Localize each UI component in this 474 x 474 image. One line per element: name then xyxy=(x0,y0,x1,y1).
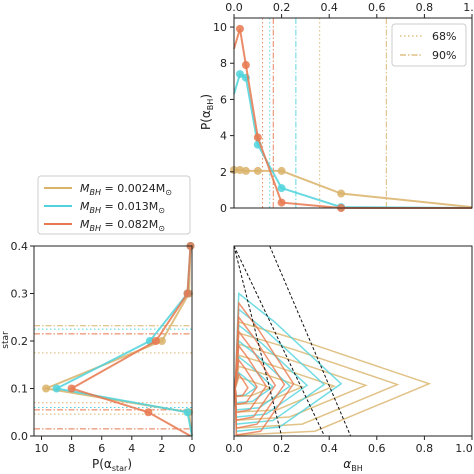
top-frame xyxy=(233,17,473,209)
bl-point-s3-1 xyxy=(183,289,192,298)
top-point-s1-5 xyxy=(337,189,346,198)
bl-xtick-label-3: 4 xyxy=(128,442,135,455)
bl-line-series-2 xyxy=(53,245,193,437)
bl-ytick-label-3: 0.3 xyxy=(11,288,29,301)
bl-xtick-label-1: 8 xyxy=(68,442,75,455)
panel-bottom-left: 10 8 6 4 2 0 0.0 0.1 0.2 0.3 0.4 P(αstar) star xyxy=(1,240,196,473)
top-xtick-label-2: 0.4 xyxy=(320,1,338,14)
top-point-s1-2 xyxy=(241,166,250,175)
mass-legend-box xyxy=(37,175,191,235)
mass-legend-label-2: MBH = 0.013M⊙ xyxy=(80,200,165,215)
bl-point-s1-3 xyxy=(42,384,51,393)
bl-xtick-label-2: 6 xyxy=(98,442,105,455)
top-xtick-label-5: 1.0 xyxy=(463,1,474,14)
top-point-s2-1 xyxy=(235,70,244,79)
bl-point-s2-4 xyxy=(183,408,192,417)
panel-top-right: 0.0 0.2 0.4 0.6 0.8 1.0 0 2 4 6 8 10 P(αBH) 68% 90… xyxy=(199,1,474,215)
br-xtick-label-1: 0.2 xyxy=(273,442,291,455)
top-ytick-label-4: 8 xyxy=(220,57,227,70)
top-ytick-label-0: 0 xyxy=(220,202,227,215)
top-xticks: 0.0 0.2 0.4 0.6 0.8 1.0 xyxy=(225,1,474,18)
ci-legend-90-label: 90% xyxy=(432,49,456,62)
bl-xtick-label-4: 2 xyxy=(158,442,165,455)
top-xtick-label-4: 0.8 xyxy=(416,1,434,14)
bl-ytick-label-2: 0.2 xyxy=(11,335,29,348)
top-point-s1-1 xyxy=(235,166,244,174)
mass-legend-label-3: MBH = 0.082M⊙ xyxy=(80,218,165,233)
bl-point-s3-3 xyxy=(67,384,76,393)
top-point-s3-3 xyxy=(253,133,262,142)
br-diagonals xyxy=(234,246,352,436)
br-xtick-label-3: 0.6 xyxy=(368,442,386,455)
bl-point-s3-2 xyxy=(151,337,160,345)
ci-legend-box xyxy=(391,23,467,67)
top-xtick-label-0: 0.0 xyxy=(225,1,243,14)
bl-ci-lines xyxy=(34,325,192,430)
bl-line-series-3 xyxy=(69,245,192,437)
bl-series xyxy=(42,242,195,437)
bl-point-s1-2 xyxy=(157,337,166,345)
bl-ytick-label-4: 0.4 xyxy=(11,240,29,253)
br-xtick-label-2: 0.4 xyxy=(320,442,338,455)
bl-point-s2-3 xyxy=(52,384,61,393)
ci-legend: 68% 90% xyxy=(391,23,467,67)
br-diagonal-0 xyxy=(234,246,283,436)
bl-xtick-label-5: 0 xyxy=(189,442,196,455)
top-point-s1-4 xyxy=(277,166,286,175)
mass-legend: MBH = 0.0024M⊙ MBH = 0.013M⊙ MBH = 0.082… xyxy=(37,175,191,235)
bl-point-s3-4 xyxy=(144,408,153,417)
br-diagonal-1 xyxy=(234,246,325,436)
bl-ytick-label-0: 0.0 xyxy=(11,430,29,443)
bl-frame xyxy=(33,245,193,437)
top-ytick-label-2: 4 xyxy=(220,130,227,143)
bl-ylabel: star xyxy=(1,331,11,349)
br-xlabel: αBH xyxy=(343,457,362,473)
br-xtick-label-5: 1.0 xyxy=(455,442,473,455)
ci-legend-68-label: 68% xyxy=(432,30,456,43)
top-ci-lines xyxy=(262,18,387,208)
top-xtick-label-3: 0.6 xyxy=(368,1,386,14)
top-ytick-label-5: 10 xyxy=(213,21,227,34)
bl-xticks: 10 8 6 4 2 0 xyxy=(35,436,196,455)
bl-yticks: 0.0 0.1 0.2 0.3 0.4 xyxy=(11,240,34,443)
top-line-series-1 xyxy=(234,169,473,209)
top-point-s1-3 xyxy=(253,166,262,175)
br-frame xyxy=(233,245,473,437)
br-xtick-label-0: 0.0 xyxy=(225,442,243,455)
br-xtick-label-4: 0.8 xyxy=(416,442,434,455)
mass-legend-label-1: MBH = 0.0024M⊙ xyxy=(80,182,172,197)
top-xtick-label-1: 0.2 xyxy=(273,1,291,14)
bl-xlabel: P(αstar) xyxy=(92,457,132,473)
bl-xtick-label-0: 10 xyxy=(35,442,49,455)
top-point-s3-1 xyxy=(235,24,244,33)
top-yticks: 0 2 4 6 8 10 xyxy=(213,21,234,215)
top-ylabel: P(αBH) xyxy=(199,94,215,130)
panel-bottom-right: 0.0 0.2 0.4 0.6 0.8 1.0 αBH xyxy=(225,245,473,473)
top-point-s3-2 xyxy=(241,61,250,70)
br-diagonal-2 xyxy=(269,246,352,436)
top-ytick-label-1: 2 xyxy=(220,166,227,179)
top-point-s3-4 xyxy=(277,198,286,207)
top-point-s2-4 xyxy=(277,184,286,193)
top-ytick-label-3: 6 xyxy=(220,93,227,106)
br-xticks: 0.0 0.2 0.4 0.6 0.8 1.0 xyxy=(225,436,473,455)
bl-ytick-label-1: 0.1 xyxy=(11,383,29,396)
br-contours xyxy=(234,291,432,436)
br-contour-s3-6 xyxy=(234,300,295,436)
